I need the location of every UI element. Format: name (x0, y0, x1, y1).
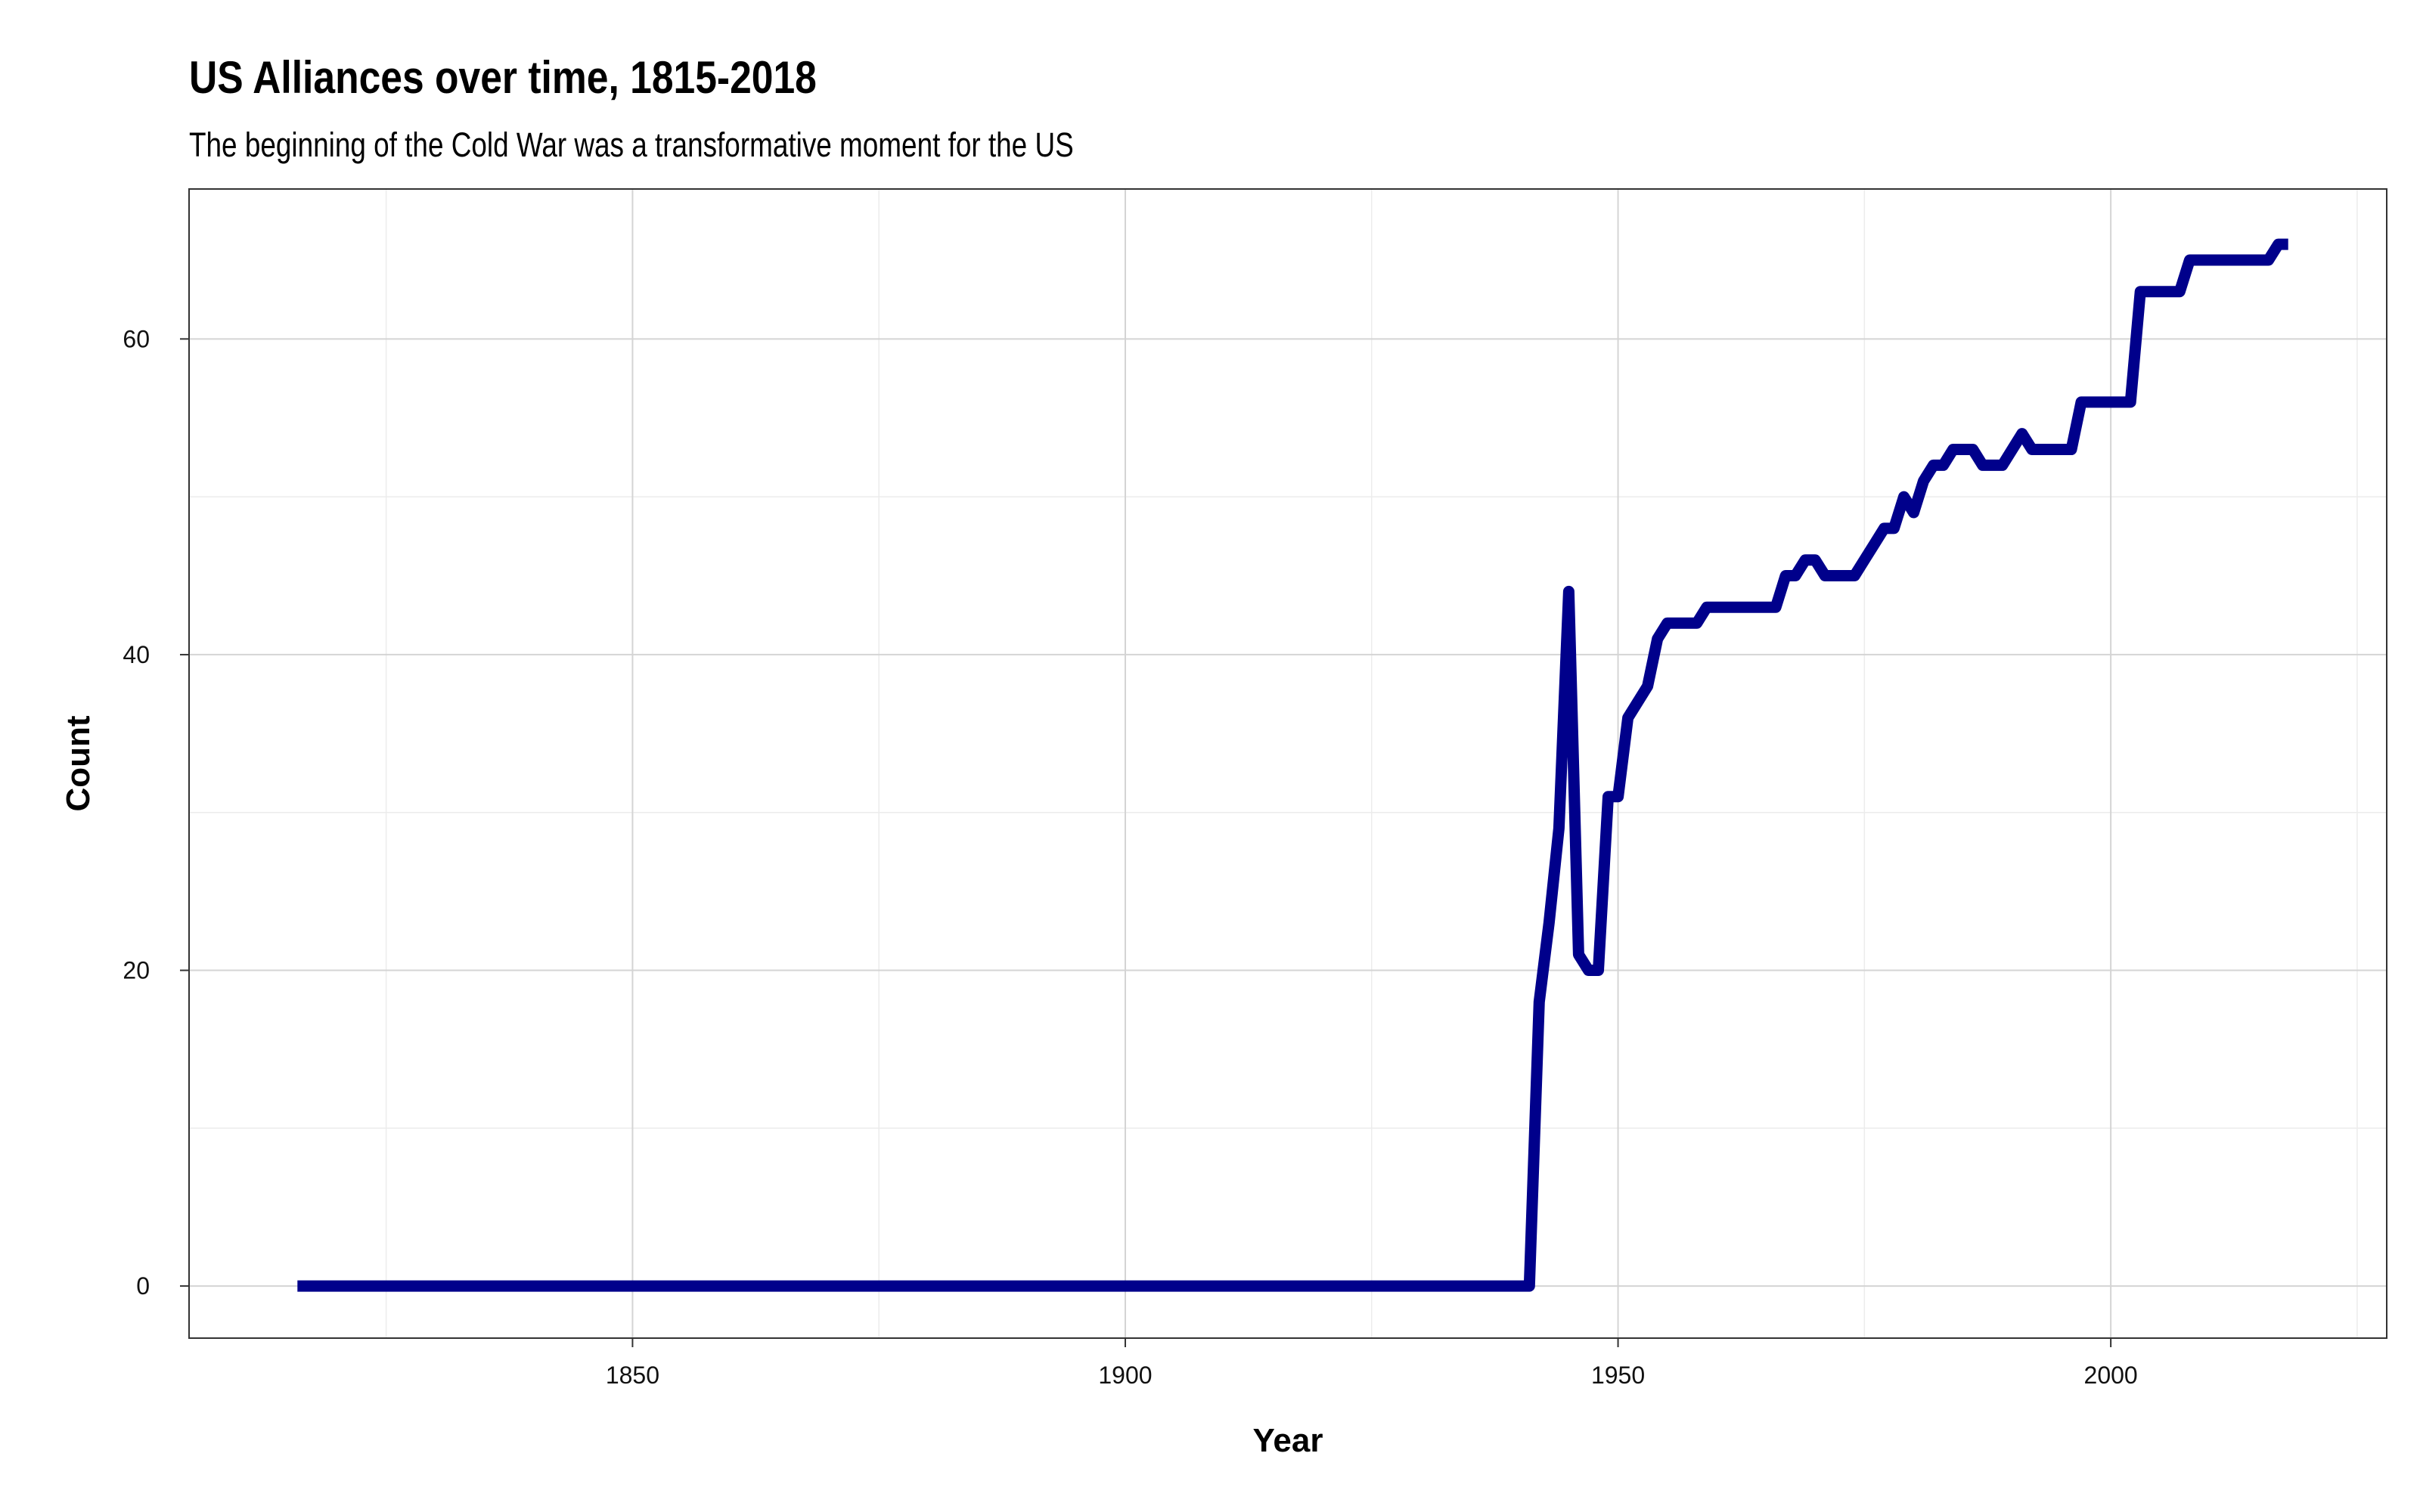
x-tick-label: 1850 (606, 1362, 659, 1389)
plot-panel-border (188, 188, 2387, 1339)
x-axis-title: Year (1253, 1422, 1323, 1459)
series-line (297, 238, 2288, 1292)
y-axis-title: Count (60, 715, 97, 811)
major-gridlines (189, 189, 2387, 1338)
x-tick-label: 1950 (1591, 1362, 1645, 1389)
x-tick-label: 1900 (1098, 1362, 1152, 1389)
y-tick-label: 40 (123, 641, 150, 668)
chart-subtitle: The beginning of the Cold War was a tran… (189, 125, 1074, 164)
y-tick-label: 20 (123, 957, 150, 984)
chart-title: US Alliances over time, 1815-2018 (189, 52, 817, 103)
y-tick-label: 0 (136, 1272, 150, 1300)
x-tick-label: 2000 (2084, 1362, 2138, 1389)
y-tick-label: 60 (123, 325, 150, 352)
x-axis-ticks: 1850 1900 1950 2000 (606, 1338, 2138, 1389)
minor-gridlines (189, 189, 2387, 1338)
y-axis-ticks: 0 20 40 60 (123, 325, 189, 1300)
